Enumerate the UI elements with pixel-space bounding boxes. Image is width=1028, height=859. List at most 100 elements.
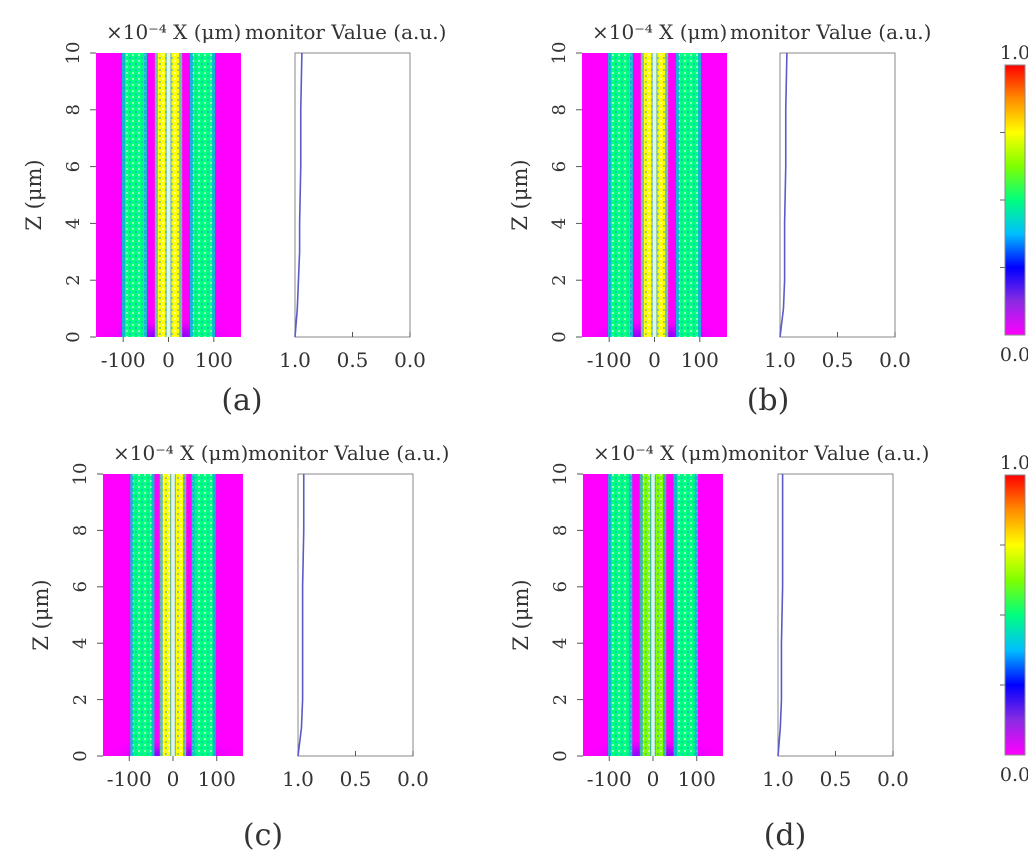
x-tick-label: 0 (162, 348, 175, 372)
monitor-tick-label: 0.5 (337, 348, 369, 372)
z-axis-label: Z (μm) (29, 579, 53, 650)
heatmap-band-edge (639, 474, 643, 756)
monitor-tick-label: 0.5 (340, 767, 372, 791)
x-tick-label: -100 (587, 767, 632, 791)
x-tick-label: 0 (167, 767, 180, 791)
heatmap-band-edge (212, 474, 216, 756)
z-axis-label: Z (μm) (508, 159, 532, 230)
z-tick-label: 0 (550, 750, 571, 761)
monitor-tick-label: 1.0 (279, 348, 311, 372)
heatmap-center-gap (651, 474, 655, 756)
monitor-tick-label: 0.0 (879, 348, 911, 372)
x-tick-label: 100 (681, 348, 719, 372)
monitor-tick-label: 0.0 (877, 767, 909, 791)
monitor-plot-frame (779, 52, 896, 338)
heatmap-band-edge (694, 474, 698, 756)
monitor-tick-label: 1.0 (764, 348, 796, 372)
heatmap-band-edge (673, 474, 677, 756)
x-tick-label: 0 (648, 348, 661, 372)
monitor-line (779, 52, 788, 338)
heatmap-band-texture (608, 53, 633, 337)
z-tick-label: 10 (63, 42, 84, 65)
x-tick-label: 100 (678, 767, 716, 791)
z-axis-label: Z (μm) (22, 159, 46, 230)
z-axis-label: Z (μm) (509, 579, 533, 650)
heatmap-band-texture (122, 53, 147, 337)
heatmap-band-edge (640, 53, 644, 337)
heatmap-band-edge (130, 474, 134, 756)
z-tick-label: 0 (549, 331, 570, 342)
monitor-tick-label: 0.0 (397, 767, 429, 791)
z-tick-label: 10 (549, 42, 570, 65)
heatmap-band-texture (676, 53, 701, 337)
panel-caption: (c) (243, 818, 283, 853)
z-tick-label: 6 (550, 581, 571, 592)
z-tick-label: 4 (549, 218, 570, 229)
heatmap-band-edge (676, 53, 680, 337)
x-tick-label: -100 (101, 348, 146, 372)
panel-c: -100 0 100 0 2 4 6 8 10 ×10⁻⁴ X (μm) Z (μm) 1.0 0.5 0… (29, 441, 1028, 853)
heatmap-band-edge (143, 53, 147, 337)
z-tick-label: 4 (63, 218, 84, 229)
heatmap-band-edge (665, 53, 669, 337)
heatmap-center-gap (166, 53, 171, 337)
monitor-tick-label: 0.5 (822, 348, 854, 372)
z-tick-label: 4 (70, 637, 91, 648)
panel-b: -100 0 100 0 2 4 6 8 10 ×10⁻⁴ X (μm) Z (μm) 1.0 0.5 0… (508, 20, 931, 418)
heatmap-band-texture (639, 474, 653, 756)
monitor-axis-label: monitor Value (a.u.) (730, 20, 931, 44)
monitor-plot-frame (777, 473, 894, 757)
heatmap-band-edge (159, 474, 163, 756)
monitor-line (777, 474, 784, 757)
z-tick-label: 6 (70, 581, 91, 592)
heatmap-band-edge (629, 474, 633, 756)
colorbar-max-label: 1.0 (1000, 452, 1028, 474)
monitor-axis-label: monitor Value (a.u.) (728, 441, 929, 465)
heatmap-band-edge (190, 53, 194, 337)
z-tick-label: 4 (550, 637, 571, 648)
panel-d: -100 0 100 0 2 4 6 8 10 ×10⁻⁴ X (μm) Z (μm) 1.0 0.5 0… (509, 441, 929, 853)
z-tick-label: 0 (70, 750, 91, 761)
heatmap-band-edge (608, 53, 612, 337)
monitor-line (297, 474, 305, 757)
heatmap-band-texture (154, 53, 169, 337)
colorbar-min-label: 0.0 (1000, 764, 1028, 786)
monitor-axis-label: monitor Value (a.u.) (248, 441, 449, 465)
x-tick-label: 100 (198, 767, 236, 791)
heatmap-band-edge (629, 53, 633, 337)
z-tick-label: 8 (549, 104, 570, 115)
heatmap-band-edge (697, 53, 701, 337)
heatmap-band-edge (663, 474, 667, 756)
monitor-line (294, 52, 303, 338)
heatmap-band-texture (653, 474, 667, 756)
heatmap-band-edge (179, 53, 183, 337)
heatmap-band-texture (608, 474, 633, 756)
colorbar-min-label: 0.0 (1000, 344, 1028, 366)
x-axis-label: ×10⁻⁴ X (μm) (113, 441, 248, 465)
x-axis-label: ×10⁻⁴ X (μm) (106, 20, 241, 44)
heatmap-band-texture (168, 53, 183, 337)
heatmap-band-texture (173, 474, 187, 756)
panel-caption: (d) (764, 818, 807, 853)
heatmap-center-gap (171, 474, 175, 756)
z-tick-label: 8 (63, 104, 84, 115)
colorbar (1004, 474, 1026, 756)
z-tick-label: 6 (549, 161, 570, 172)
z-tick-label: 2 (63, 274, 84, 285)
monitor-tick-label: 1.0 (762, 767, 794, 791)
z-tick-label: 0 (63, 331, 84, 342)
z-tick-label: 2 (70, 694, 91, 705)
z-tick-label: 2 (549, 274, 570, 285)
x-tick-label: 100 (195, 348, 233, 372)
heatmap-center-gap (652, 53, 657, 337)
x-tick-label: -100 (107, 767, 152, 791)
heatmap-band-edge (191, 474, 195, 756)
monitor-tick-label: 1.0 (282, 767, 314, 791)
colorbar-max-label: 1.0 (1000, 42, 1028, 64)
z-tick-label: 10 (70, 463, 91, 486)
z-tick-label: 6 (63, 161, 84, 172)
monitor-tick-label: 0.0 (394, 348, 426, 372)
z-tick-label: 8 (70, 525, 91, 536)
z-tick-label: 2 (550, 694, 571, 705)
